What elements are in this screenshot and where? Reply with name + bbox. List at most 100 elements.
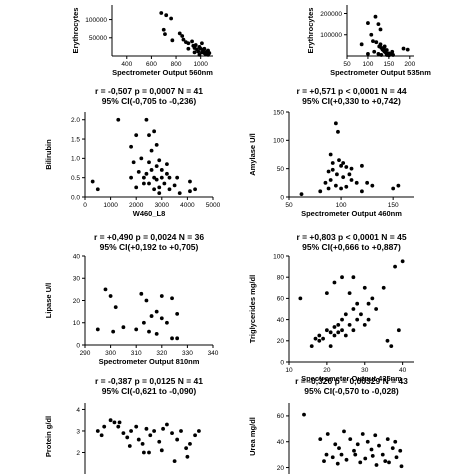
panel-1-y-axis-label: Erythrocytes xyxy=(71,8,80,54)
panel-5-x-tick-label: 310 xyxy=(131,350,142,357)
panel-8-y-tick-label: 40 xyxy=(277,439,285,446)
panel-4-x-tick-label: 50 xyxy=(285,202,293,209)
panel-2-data-point xyxy=(390,49,395,54)
panel-6-data-point xyxy=(351,328,356,333)
panel-4-stat-line-2: 95% CI(+0,330 to +0,742) xyxy=(302,96,401,106)
panel-3-data-point xyxy=(149,148,154,153)
panel-3-stat-line-2: 95% CI(-0,705 to -0,236) xyxy=(102,96,197,106)
panel-4-data-point xyxy=(299,192,304,197)
panel-6-y-tick-label: 40 xyxy=(277,317,285,324)
panel-5-data-point xyxy=(103,287,108,292)
panel-6-y-tick-label: 80 xyxy=(277,275,285,282)
panel-6-data-point xyxy=(385,338,390,343)
panel-6-x-tick-label: 10 xyxy=(285,367,293,374)
panel-3-data-point xyxy=(147,133,151,138)
panel-8-data-point xyxy=(377,443,381,448)
panel-3-data-point xyxy=(152,129,157,134)
panel-1-data-point xyxy=(197,53,202,57)
panel-3-data-point xyxy=(177,191,182,196)
panel-2-y-axis-label: Erythrocytes xyxy=(306,8,315,54)
panel-4-data-point xyxy=(333,121,338,126)
panel-7-data-point xyxy=(140,441,145,446)
panel-3-x-tick-label: 0 xyxy=(83,202,87,209)
panel-8-data-point xyxy=(339,452,344,457)
panel-6-data-point xyxy=(332,333,337,338)
panel-8-data-point xyxy=(387,460,391,465)
panel-3-x-tick-label: 5000 xyxy=(206,202,221,209)
panel-4-data-point xyxy=(318,189,323,194)
panel-4-data-point xyxy=(347,172,352,177)
panel-7-y-tick-label: 2 xyxy=(76,450,80,457)
panel-2-data-point xyxy=(376,22,381,27)
panel-3-data-point xyxy=(159,175,164,180)
panel-2-data-point xyxy=(359,42,364,47)
panel-3-data-point xyxy=(188,179,192,184)
panel-6-y-tick-label: 20 xyxy=(277,338,285,345)
panel-3-data-point xyxy=(165,171,169,176)
panel-5-data-point xyxy=(170,336,174,341)
panel-2-x-tick-label: 100 xyxy=(363,61,374,68)
panel-6-data-point xyxy=(332,280,337,285)
panel-2-x-axis-label: Spectrometer Output 535nm xyxy=(330,68,431,77)
panel-8-data-point xyxy=(394,455,399,460)
panel-4-data-point xyxy=(370,183,375,188)
panel-6-data-point xyxy=(321,336,325,341)
panel-1-data-point xyxy=(163,32,167,37)
panel-1-data-point xyxy=(192,50,197,55)
panel-3-y-tick-label: 0.0 xyxy=(71,194,80,201)
panel-7-data-point xyxy=(121,431,126,436)
panel-7-data-point xyxy=(170,431,174,436)
panel-7-data-point xyxy=(99,433,104,438)
panel-8-data-point xyxy=(393,439,398,444)
panel-6-data-point xyxy=(332,325,337,329)
panel-2-data-point xyxy=(376,51,381,56)
panel-8-data-point xyxy=(365,439,370,444)
panel-2-x-tick-label: 200 xyxy=(404,61,415,68)
panel-7-data-point xyxy=(136,437,141,442)
panel-4-data-point xyxy=(344,184,349,189)
panel-6-y-tick-label: 0 xyxy=(280,359,284,366)
panel-3-stat-line-1: r = -0,507 p = 0,0007 N = 41 xyxy=(95,86,203,96)
panel-5-y-axis-label: Lipase U/l xyxy=(44,283,53,318)
panel-8-data-point xyxy=(324,452,329,457)
panel-4-data-point xyxy=(330,161,335,165)
panel-8-data-point xyxy=(302,412,306,417)
panel-2-data-point xyxy=(371,39,375,44)
panel-2-data-point xyxy=(401,46,406,51)
panel-7-data-point xyxy=(159,448,164,453)
panel-7-data-point xyxy=(185,454,190,459)
panel-4-x-tick-label: 100 xyxy=(336,202,347,209)
panel-6-x-tick-label: 40 xyxy=(399,367,407,374)
panel-4-data-point xyxy=(330,167,335,172)
panel-6-data-point xyxy=(396,328,401,333)
panel-4-data-point xyxy=(333,183,338,188)
panel-8-y-axis-label: Urea mg/dl xyxy=(248,417,257,456)
panel-6-data-point xyxy=(389,344,394,348)
panel-8-data-point xyxy=(330,455,335,460)
panel-7-data-point xyxy=(172,459,177,463)
panel-6-data-point xyxy=(359,312,363,317)
panel-7-data-point xyxy=(127,444,132,448)
panel-3-data-point xyxy=(134,185,139,190)
panel-8-data-point xyxy=(390,446,395,451)
panel-3-x-axis-label: W460_L8 xyxy=(133,209,166,218)
panel-6-data-point xyxy=(340,328,344,333)
panel-1-data-point xyxy=(193,43,198,47)
panel-3-data-point xyxy=(193,187,197,192)
panel-8-stat-line-1: r = -0,326 p = 0,00329 N = 43 xyxy=(295,376,408,386)
panel-8-data-point xyxy=(325,432,330,436)
panel-5-data-point xyxy=(149,314,154,318)
panel-7-data-point xyxy=(161,426,165,431)
panel-6-data-point xyxy=(317,333,322,338)
panel-5-x-tick-label: 340 xyxy=(208,350,219,357)
panel-3-data-point xyxy=(144,117,149,122)
panel-7-data-point xyxy=(134,424,139,429)
panel-6-data-point xyxy=(400,259,405,264)
panel-6-data-point xyxy=(343,333,348,338)
panel-8-data-point xyxy=(399,464,404,469)
panel-4-data-point xyxy=(354,180,359,185)
panel-3-x-tick-label: 1000 xyxy=(103,202,118,209)
panel-4-data-point xyxy=(339,186,343,191)
panel-4-data-point xyxy=(339,163,343,168)
panel-5-y-tick-label: 40 xyxy=(73,253,81,260)
